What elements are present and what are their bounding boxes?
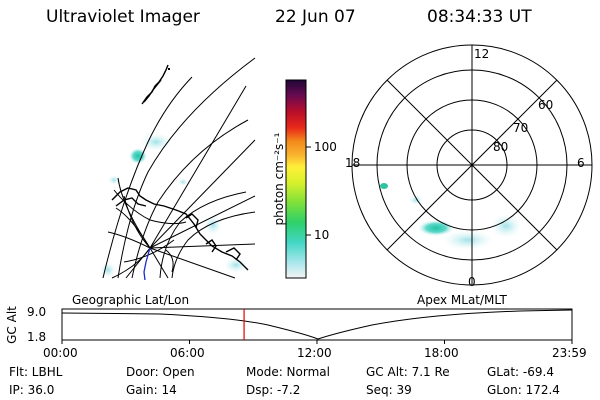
time-tick-label: 12:00 <box>297 346 332 360</box>
left-projection-label: Geographic Lat/Lon <box>72 293 190 307</box>
gc-altitude-value: GC Alt: 7.1 Re <box>366 365 450 379</box>
sequence-value: Seq: 39 <box>366 383 412 397</box>
polar-plot <box>351 44 593 286</box>
mlt-label-6: 6 <box>577 156 585 170</box>
time-tick-label: 18:00 <box>424 346 459 360</box>
auroral-emission-haze <box>224 257 248 273</box>
dsp-value: Dsp: -7.2 <box>246 383 301 397</box>
door-status: Door: Open <box>126 365 195 379</box>
altitude-tick-label: 1.8 <box>27 330 47 344</box>
geographic-latitude: GLat: -69.4 <box>487 365 554 379</box>
auroral-emission-haze <box>178 178 188 186</box>
observation-time: 08:34:33 UT <box>427 7 532 27</box>
mlt-label-0: 0 <box>468 275 476 289</box>
color-scale <box>285 79 311 279</box>
time-axis-ticks <box>61 340 573 344</box>
auroral-oval-haze <box>490 214 522 238</box>
lat-lon-grid <box>102 57 256 279</box>
time-tick-label: 06:00 <box>170 346 205 360</box>
mlat-label-80: 80 <box>493 140 509 154</box>
satellite-track <box>143 247 151 281</box>
instrument-title: Ultraviolet Imager <box>46 7 200 27</box>
time-tick-label: 23:59 <box>552 346 587 360</box>
altitude-axis-label: GC Alt <box>5 306 19 344</box>
color-scale-label: photon cm⁻²s⁻¹ <box>272 132 286 226</box>
mlat-label-60: 60 <box>538 98 554 112</box>
right-projection-label: Apex MLat/MLT <box>417 293 507 307</box>
mode-value: Mode: Normal <box>246 365 330 379</box>
auroral-emission-patch <box>380 183 388 189</box>
altitude-curve <box>61 309 573 340</box>
auroral-oval-haze <box>442 230 494 250</box>
ip-value: IP: 36.0 <box>9 383 55 397</box>
altitude-plot <box>61 308 573 344</box>
auroral-emission-haze <box>100 262 116 278</box>
geographic-map <box>100 57 256 281</box>
color-scale-tick-label: 100 <box>314 140 337 154</box>
auroral-emission-patch <box>129 148 147 164</box>
observation-date: 22 Jun 07 <box>275 7 356 27</box>
mlt-meridian-diagonal <box>386 79 558 251</box>
coastline <box>111 64 249 271</box>
geographic-longitude: GLon: 172.4 <box>487 383 560 397</box>
mlt-label-18: 18 <box>345 156 361 170</box>
auroral-emission-haze <box>204 215 222 235</box>
gain-value: Gain: 14 <box>126 383 177 397</box>
altitude-tick-label: 9.0 <box>27 305 47 319</box>
color-scale-tick-label: 10 <box>314 228 330 242</box>
color-scale-bar <box>285 79 307 279</box>
filter-value: Flt: LBHL <box>9 365 63 379</box>
time-tick-label: 00:00 <box>43 346 78 360</box>
auroral-oval-haze <box>409 195 423 205</box>
map-dot <box>168 68 170 70</box>
mlat-label-70: 70 <box>513 121 529 135</box>
auroral-emission-haze <box>108 175 120 185</box>
mlt-label-12: 12 <box>474 47 490 61</box>
